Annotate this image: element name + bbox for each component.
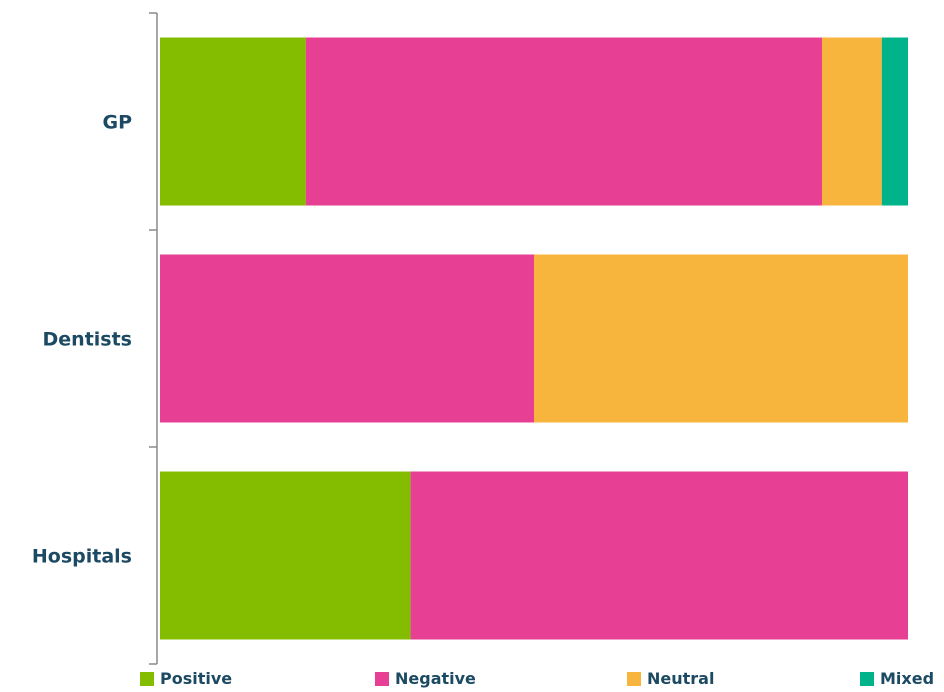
category-label-hospitals: Hospitals: [32, 546, 132, 568]
category-label-dentists: Dentists: [43, 329, 132, 351]
legend-label-negative: Negative: [395, 669, 476, 688]
legend-swatch-positive: [140, 672, 154, 686]
legend-swatch-neutral: [627, 672, 641, 686]
legend-label-positive: Positive: [160, 669, 232, 688]
legend: Positive Negative Neutral Mixed: [140, 669, 934, 688]
legend-label-mixed: Mixed: [880, 669, 934, 688]
bar-dentists-negative: [160, 254, 534, 423]
bar-hospitals-positive: [160, 471, 411, 640]
category-axis: [149, 12, 158, 665]
legend-swatch-mixed: [860, 672, 874, 686]
category-label-gp: GP: [102, 112, 132, 134]
bars: [160, 37, 908, 640]
legend-swatch-negative: [375, 672, 389, 686]
bar-gp-neutral: [821, 37, 882, 206]
legend-label-neutral: Neutral: [647, 669, 714, 688]
category-labels: GP Dentists Hospitals: [32, 112, 132, 568]
bar-gp-positive: [160, 37, 306, 206]
bar-hospitals-negative: [410, 471, 908, 640]
bar-gp-mixed: [881, 37, 908, 206]
bar-dentists-neutral: [534, 254, 908, 423]
bar-gp-negative: [305, 37, 822, 206]
